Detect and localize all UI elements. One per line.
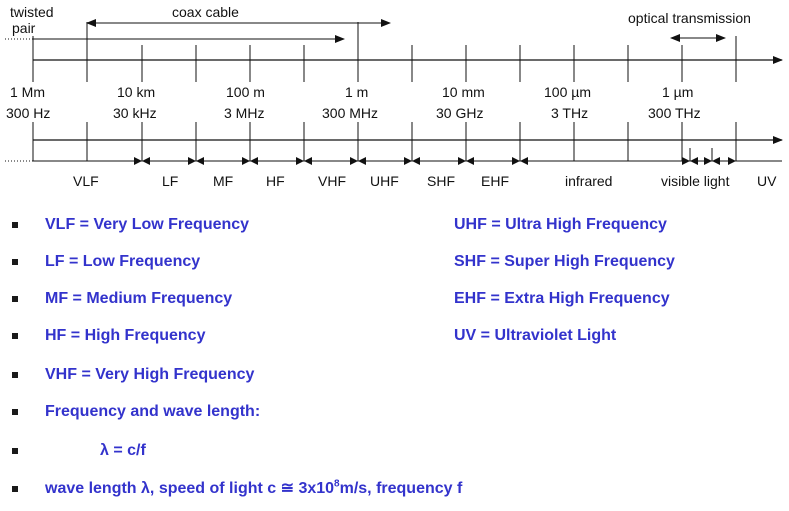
exponent: 8 <box>334 478 340 490</box>
twisted-pair-label-line1: twisted <box>10 4 54 20</box>
definition-shf: SHF = Super High Frequency <box>454 253 675 270</box>
band-label-uhf: UHF <box>370 173 399 189</box>
band-boundary-arrows <box>134 157 736 165</box>
bullet-marker <box>12 259 18 265</box>
frequency-label-30ghz: 30 GHz <box>436 105 483 121</box>
frequency-label-30khz: 30 kHz <box>113 105 157 121</box>
band-label-hf: HF <box>266 173 285 189</box>
frequency-label-3thz: 3 THz <box>551 105 588 121</box>
band-label-vlf: VLF <box>73 173 99 189</box>
definition-mf: MF = Medium Frequency <box>45 290 233 307</box>
optical-transmission-label: optical transmission <box>628 10 751 26</box>
definition-hf: HF = High Frequency <box>45 327 206 344</box>
last-line-text-end: m/s, frequency f <box>339 480 463 497</box>
bullet-marker <box>12 296 18 302</box>
wavelength-label-100m: 100 m <box>226 84 265 100</box>
wavelength-label-1m: 1 m <box>345 84 368 100</box>
bullet-marker <box>12 372 18 378</box>
spectrum-diagram: twisted pair coax cable optical transmis… <box>5 4 783 189</box>
wavelength-formula: λ = c/f <box>100 442 146 459</box>
definition-ehf: EHF = Extra High Frequency <box>454 290 670 307</box>
bullet-marker <box>12 486 18 492</box>
definition-uhf: UHF = Ultra High Frequency <box>454 216 667 233</box>
band-label-visible-light: visible light <box>661 173 730 189</box>
wavelength-speed-frequency-line: wave length λ, speed of light c ≅ 3x108m… <box>45 478 463 498</box>
band-label-vhf: VHF <box>318 173 346 189</box>
band-label-shf: SHF <box>427 173 455 189</box>
definition-vhf: VHF = Very High Frequency <box>45 366 255 383</box>
last-line-text: wave length λ, speed of light c ≅ 3x10 <box>45 480 335 497</box>
definition-lf: LF = Low Frequency <box>45 253 201 270</box>
definition-uv: UV = Ultraviolet Light <box>454 327 617 344</box>
coax-cable-label: coax cable <box>172 4 239 20</box>
band-label-ehf: EHF <box>481 173 509 189</box>
frequency-label-300thz: 300 THz <box>648 105 701 121</box>
wavelength-label-100um: 100 µm <box>544 84 591 100</box>
wavelength-label-1um: 1 µm <box>662 84 693 100</box>
definition-vlf: VLF = Very Low Frequency <box>45 216 250 233</box>
band-label-lf: LF <box>162 173 178 189</box>
twisted-pair-label-line2: pair <box>12 20 36 36</box>
band-label-infrared: infrared <box>565 173 612 189</box>
band-label-uv: UV <box>757 173 777 189</box>
frequency-label-300hz: 300 Hz <box>6 105 50 121</box>
wavelength-label-1mm: 1 Mm <box>10 84 45 100</box>
frequency-label-3mhz: 3 MHz <box>224 105 264 121</box>
bullet-marker <box>12 409 18 415</box>
frequency-label-300mhz: 300 MHz <box>322 105 378 121</box>
bullet-marker <box>12 222 18 228</box>
wavelength-label-10km: 10 km <box>117 84 155 100</box>
wavelength-label-10mm: 10 mm <box>442 84 485 100</box>
frequency-wavelength-heading: Frequency and wave length: <box>45 403 261 420</box>
band-label-mf: MF <box>213 173 233 189</box>
bullet-marker <box>12 448 18 454</box>
bullet-marker <box>12 333 18 339</box>
